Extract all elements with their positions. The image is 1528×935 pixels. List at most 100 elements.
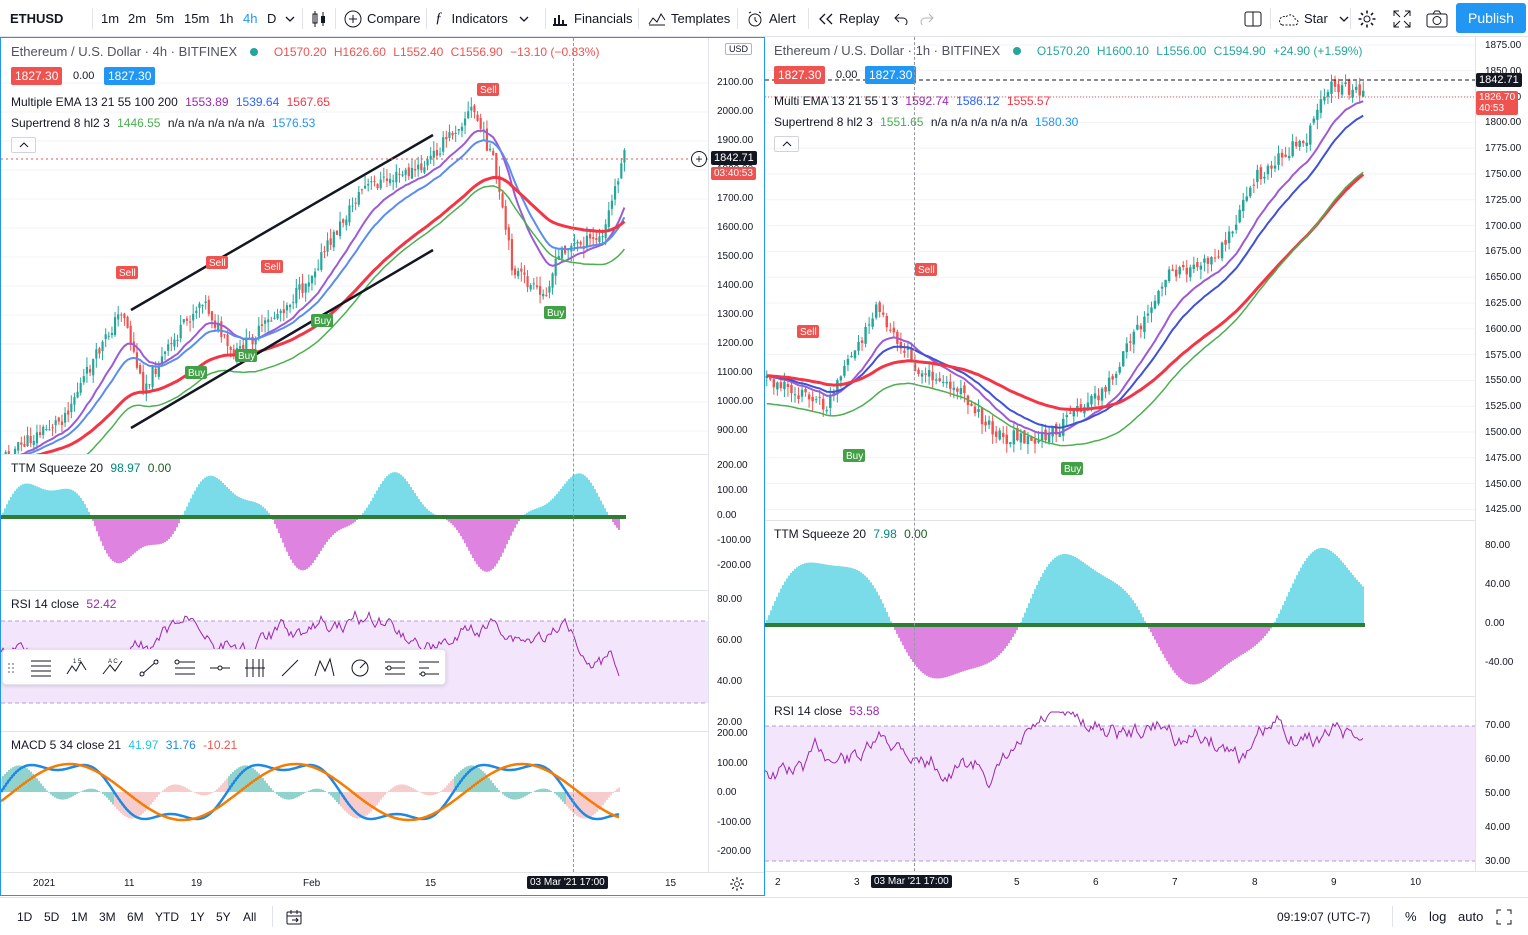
candle-body (1347, 79, 1351, 95)
interval-1h[interactable]: 1h (219, 11, 234, 26)
range-5y[interactable]: 5Y (216, 909, 231, 924)
left-buy-price-button[interactable]: 1827.30 (104, 67, 156, 85)
gann-fan-icon[interactable] (348, 656, 372, 680)
interval-dropdown-icon[interactable] (284, 0, 296, 37)
range-ytd[interactable]: YTD (155, 909, 179, 924)
candle-body (1107, 377, 1111, 392)
right-ttm-canvas[interactable] (765, 521, 1475, 696)
left-price-canvas[interactable]: Sell Sell Sell Sell Buy Buy Buy Buy (1, 38, 708, 454)
add-alert-plus-icon[interactable]: + (691, 151, 707, 167)
interval-d[interactable]: D (267, 11, 277, 26)
left-macd-canvas[interactable] (1, 732, 708, 872)
candle-body (207, 299, 210, 315)
range-1y[interactable]: 1Y (190, 909, 205, 924)
maximize-icon[interactable] (1496, 898, 1512, 935)
range-6m[interactable]: 6M (127, 909, 144, 924)
xabcd-pattern-icon[interactable] (313, 656, 337, 680)
symbol-search[interactable]: ETHUSD (10, 11, 64, 26)
collapse-legend-button[interactable] (11, 137, 36, 153)
candle-body (251, 336, 254, 345)
interval-2m[interactable]: 2m (128, 11, 147, 26)
left-supertrend-legend[interactable]: Supertrend 8 hl2 3 1446.55 n/a n/a n/a n… (11, 116, 319, 130)
redo-icon[interactable] (920, 0, 934, 37)
right-price-axis[interactable] (1475, 37, 1528, 871)
drag-handle-icon[interactable] (7, 656, 15, 680)
fib-retracement-icon[interactable] (29, 656, 53, 680)
chart-settings-gear-icon[interactable] (729, 876, 745, 895)
pane-separator[interactable] (765, 696, 1475, 697)
left-ttm-canvas[interactable] (1, 455, 708, 590)
pane-separator[interactable] (1, 454, 708, 455)
collapse-legend-button[interactable] (774, 136, 799, 152)
candle-body (454, 132, 457, 134)
interval-1m[interactable]: 1m (101, 11, 120, 26)
camera-icon[interactable] (1426, 0, 1448, 37)
left-ttm-legend[interactable]: TTM Squeeze 20 98.97 0.00 (11, 461, 175, 475)
divider (545, 8, 546, 29)
left-price-axis[interactable] (708, 38, 764, 872)
signal-label-text: Sell (918, 265, 935, 276)
publish-button[interactable]: Publish (1456, 3, 1526, 33)
financials-button[interactable]: Financials (552, 0, 633, 37)
pane-separator[interactable] (765, 520, 1475, 521)
candle-body (317, 268, 320, 270)
fib-channel-icon[interactable] (173, 656, 197, 680)
candle-body (220, 321, 223, 338)
range-5d[interactable]: 5D (44, 909, 60, 924)
range-1m[interactable]: 1M (71, 909, 88, 924)
currency-label[interactable]: USD (725, 43, 753, 55)
clock-timezone[interactable]: 09:19:07 (UTC-7) (1277, 909, 1371, 924)
star-button[interactable]: Star (1277, 0, 1350, 37)
pane-separator[interactable] (1, 731, 708, 732)
range-3m[interactable]: 3M (99, 909, 116, 924)
gear-icon[interactable] (1357, 0, 1377, 37)
date-range-icon[interactable] (243, 656, 267, 680)
divider (808, 8, 809, 29)
parallel-channel-icon[interactable] (417, 656, 441, 680)
undo-icon[interactable] (894, 0, 908, 37)
percent-toggle[interactable]: % (1405, 909, 1417, 924)
right-ema-legend[interactable]: Multi EMA 13 21 55 1 3 1592.74 1586.12 1… (774, 94, 1054, 108)
replay-button[interactable]: Replay (818, 0, 879, 37)
range-all[interactable]: All (243, 909, 257, 924)
templates-button[interactable]: Templates (648, 0, 730, 37)
right-buy-price-button[interactable]: 1827.30 (865, 66, 917, 84)
candles-style-icon[interactable] (311, 0, 327, 37)
indicators-button[interactable]: ƒ Indicators (435, 0, 530, 37)
left-macd-legend[interactable]: MACD 5 34 close 21 41.97 31.76 -10.21 (11, 738, 241, 752)
candle-body (920, 373, 924, 377)
right-chart-pane[interactable]: Sell Sell Buy Buy Ethereum / U.S. Dollar · … (765, 37, 1528, 896)
trend-line-icon[interactable] (137, 656, 161, 680)
alert-button[interactable]: Alert (746, 0, 796, 37)
right-sell-price-button[interactable]: 1827.30 (774, 66, 826, 84)
signal-label-text: Buy (188, 368, 205, 379)
ray-icon[interactable] (278, 656, 302, 680)
right-rsi-canvas[interactable] (765, 697, 1475, 872)
interval-15m[interactable]: 15m (184, 11, 210, 26)
fib-timezone-icon[interactable] (383, 656, 407, 680)
candle-body (54, 420, 57, 426)
right-supertrend-legend[interactable]: Supertrend 8 hl2 3 1551.65 n/a n/a n/a n… (774, 115, 1082, 129)
right-rsi-legend[interactable]: RSI 14 close 53.58 (774, 704, 883, 718)
auto-toggle[interactable]: auto (1458, 909, 1484, 924)
right-ttm-legend[interactable]: TTM Squeeze 20 7.98 0.00 (774, 527, 931, 541)
right-price-canvas[interactable]: Sell Sell Buy Buy (765, 37, 1475, 520)
pane-separator[interactable] (1, 590, 708, 591)
left-chart-pane[interactable]: Sell Sell Sell Sell Buy Buy Buy Buy Ethereum / … (0, 37, 765, 896)
axis-tick-label: 50.00 (1485, 788, 1511, 799)
abc-pattern-icon[interactable]: A C (101, 656, 125, 680)
left-rsi-legend[interactable]: RSI 14 close 52.42 (11, 597, 120, 611)
log-toggle[interactable]: log (1429, 909, 1447, 924)
goto-date-icon[interactable] (286, 898, 302, 935)
chevron-up-icon (782, 141, 791, 147)
compare-button[interactable]: Compare (344, 0, 420, 37)
left-ema-legend[interactable]: Multiple EMA 13 21 55 100 200 1553.89 15… (11, 95, 334, 109)
fullscreen-icon[interactable] (1393, 0, 1411, 37)
interval-5m[interactable]: 5m (156, 11, 175, 26)
horizontal-line-icon[interactable] (208, 656, 232, 680)
range-1d[interactable]: 1D (17, 909, 33, 924)
left-sell-price-button[interactable]: 1827.30 (11, 67, 63, 85)
elliott-wave-icon[interactable]: 1 5 (65, 656, 89, 680)
interval-4h[interactable]: 4h (243, 11, 258, 26)
layout-icon[interactable] (1244, 0, 1262, 37)
